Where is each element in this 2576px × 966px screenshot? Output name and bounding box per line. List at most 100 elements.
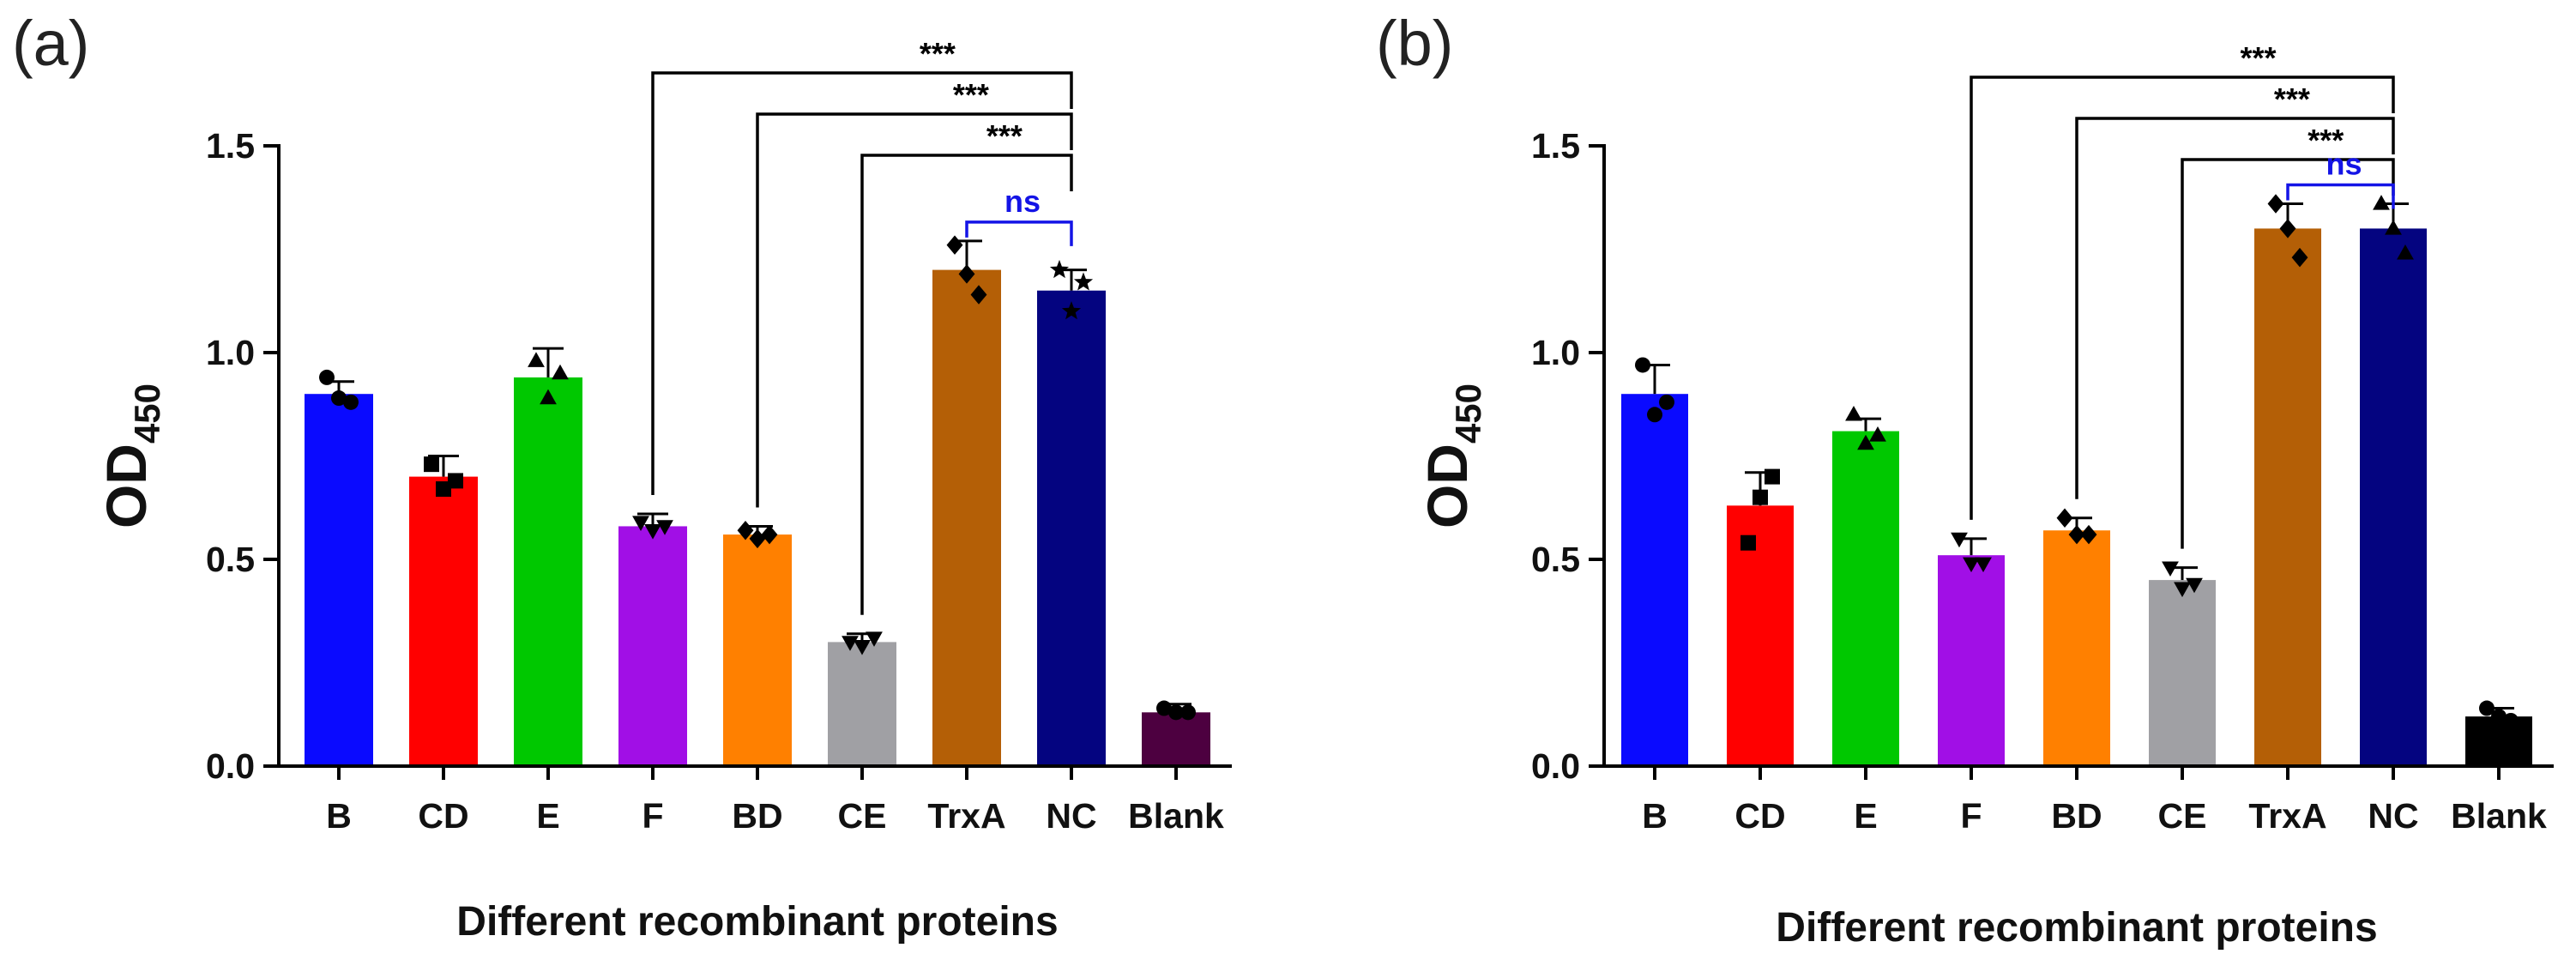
significance-bracket [1970, 75, 2395, 520]
data-point [1049, 259, 1070, 279]
x-axis-label: Different recombinant proteins [1776, 905, 2377, 951]
data-point [656, 520, 673, 535]
bar-E [1832, 431, 1899, 766]
bar-CE [2149, 580, 2216, 766]
y-tick-label: 1.5 [1531, 126, 1580, 166]
significance-label: *** [2241, 40, 2277, 75]
bar-E [514, 377, 582, 766]
data-point [866, 631, 883, 647]
bar-CD [409, 476, 478, 766]
data-point [1740, 534, 1756, 551]
x-tick-label: CE [838, 796, 887, 836]
data-point [644, 524, 661, 540]
bar-TrxA [2254, 228, 2321, 766]
y-tick-label: 0.5 [1531, 540, 1580, 579]
data-point [761, 524, 778, 545]
x-tick-label: CD [418, 796, 468, 836]
data-point [632, 516, 649, 531]
bar-CE [828, 642, 896, 766]
data-point [1647, 407, 1662, 423]
x-tick-label: BD [732, 796, 782, 836]
significance-label: ns [1004, 184, 1041, 219]
panel-b-chart: (b) 0.0 0.5 1.0 1.5 B CD E F BD CE TrxA NC Blank OD45… [1295, 0, 2576, 966]
data-point [854, 640, 871, 655]
significance-bracket [651, 71, 1073, 495]
data-point [2174, 582, 2191, 598]
data-point [2162, 561, 2179, 577]
data-point [424, 456, 439, 473]
x-tick-label: TrxA [2248, 796, 2326, 836]
data-point [1180, 704, 1196, 721]
bar-Blank [1142, 712, 1210, 766]
bar-BD [723, 534, 792, 766]
y-tick-label: 0.5 [206, 540, 255, 579]
data-point [2479, 700, 2495, 716]
y-tick-label: 0.0 [206, 746, 255, 786]
data-point [1975, 557, 1992, 573]
bar-CD [1727, 505, 1794, 766]
bar-chart-a: 0.0 0.5 1.0 1.5 B CD E F BD CE TrxA NC Blank OD450 Dif… [94, 36, 1232, 945]
x-tick-label: CE [2158, 796, 2207, 836]
significance-bracket [860, 154, 1073, 615]
y-axis-label-main: OD [94, 444, 158, 528]
panel-a-chart: (a) 0.0 0.5 1.0 1.5 B CD E F BD CE TrxA NC Blank OD45… [0, 0, 1287, 966]
significance-bracket [2181, 158, 2395, 549]
bar-chart-b: 0.0 0.5 1.0 1.5 B CD E F BD CE TrxA NC Blank OD450 Dif… [1415, 40, 2554, 951]
x-tick-label: NC [2368, 796, 2418, 836]
significance-bracket [2075, 117, 2395, 499]
data-point [2491, 709, 2507, 725]
y-axis-label-subscript: 450 [1448, 383, 1488, 444]
data-point [958, 264, 975, 284]
x-axis-label: Different recombinant proteins [456, 899, 1058, 945]
data-point [749, 528, 766, 549]
data-point [1857, 434, 1874, 450]
x-tick-label: F [642, 796, 663, 836]
data-point [1951, 532, 1968, 548]
panel-label: (a) [12, 8, 90, 79]
significance-label: *** [2274, 82, 2310, 117]
bar-TrxA [932, 269, 1001, 767]
x-tick-label: B [326, 796, 352, 836]
data-point [331, 390, 347, 407]
data-point [737, 521, 754, 540]
data-point [1635, 357, 1650, 373]
data-point [319, 369, 335, 385]
data-point [552, 364, 569, 380]
y-axis-label: OD450 [1415, 383, 1488, 528]
data-point [2373, 195, 2390, 210]
bar-Blank [2465, 716, 2532, 766]
x-tick-label: E [1854, 796, 1877, 836]
bar-BD [2043, 530, 2110, 766]
data-point [2397, 244, 2414, 260]
data-point [1963, 557, 1980, 573]
significance-label: *** [920, 36, 956, 71]
significance-label: *** [2308, 123, 2344, 158]
data-point [2267, 194, 2284, 214]
x-tick-label: E [536, 796, 559, 836]
x-tick-label: F [1960, 796, 1982, 836]
data-point [1869, 426, 1886, 442]
x-tick-label: TrxA [927, 796, 1005, 836]
data-point [1659, 394, 1674, 410]
data-point [2056, 508, 2073, 528]
significance-bracket [756, 112, 1073, 508]
data-point [2503, 712, 2519, 728]
data-point [1073, 272, 1094, 291]
bar-B [1621, 394, 1688, 766]
y-tick-label: 0.0 [1531, 746, 1580, 786]
y-axis-label-main: OD [1415, 444, 1479, 528]
bar-B [305, 394, 373, 766]
x-tick-label: Blank [1128, 796, 1224, 836]
data-point [1156, 700, 1172, 716]
x-tick-label: BD [2051, 796, 2102, 836]
data-point [448, 473, 463, 489]
data-point [343, 394, 359, 410]
data-point [1061, 301, 1082, 320]
data-point [1765, 468, 1780, 485]
x-tick-label: Blank [2451, 796, 2547, 836]
significance-bracket [965, 220, 1073, 246]
bar-NC [2360, 228, 2427, 766]
data-point [946, 235, 963, 255]
y-tick-label: 1.5 [206, 126, 255, 166]
x-tick-label: NC [1046, 796, 1096, 836]
